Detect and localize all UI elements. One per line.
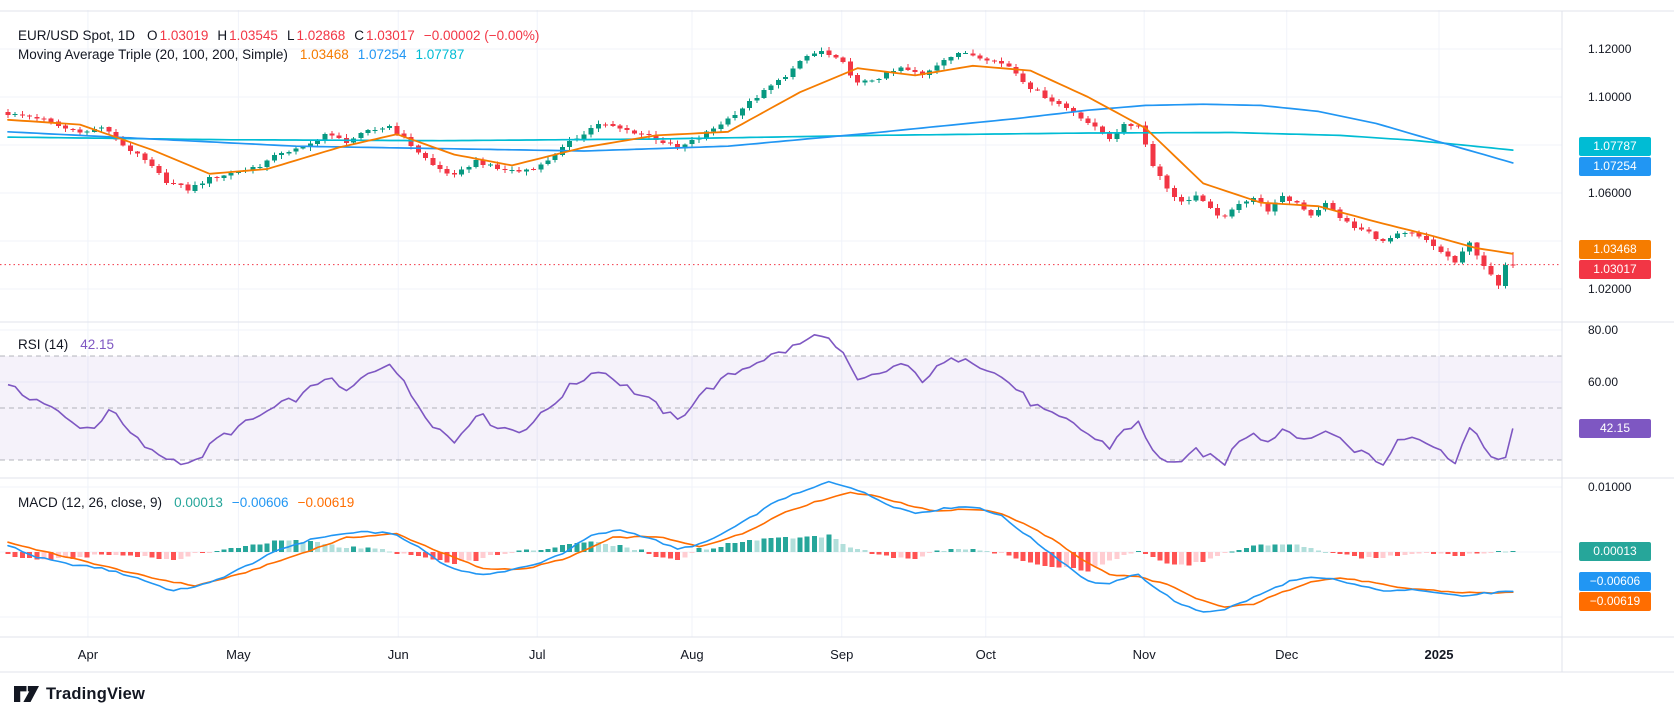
tradingview-icon: [14, 685, 39, 703]
macd-title: MACD (12, 26, close, 9): [18, 495, 163, 510]
month-label: Jul: [528, 647, 546, 662]
month-label: Dec: [1275, 647, 1299, 662]
macd-hist-value: 0.00013: [174, 495, 223, 510]
rsi-legend[interactable]: RSI (14) 42.15: [18, 337, 123, 352]
axis-tick-label: 1.10000: [1588, 90, 1632, 104]
symbol-title: EUR/USD Spot, 1D: [18, 28, 136, 43]
macd-histogram: [5, 534, 1516, 572]
month-label: Aug: [680, 647, 704, 662]
low-label: L: [286, 28, 295, 43]
macd-legend[interactable]: MACD (12, 26, close, 9) 0.00013 −0.00606 −0…: [18, 495, 363, 510]
ma20-value: 1.03468: [299, 47, 349, 62]
price-panel: [5, 47, 1516, 289]
tradingview-logo[interactable]: TradingView: [14, 684, 145, 704]
rsi-title: RSI (14): [18, 337, 69, 352]
close-value: 1.03017: [366, 28, 415, 43]
ma100-value: 1.07254: [357, 47, 407, 62]
macd-signal-value: −0.00619: [297, 495, 355, 510]
month-label: Nov: [1132, 647, 1156, 662]
ma200-badge: 1.07787: [1579, 137, 1651, 156]
axis-tick-label: 1.06000: [1588, 186, 1632, 200]
rsi-badge: 42.15: [1579, 418, 1651, 438]
macd-line-badge: −0.00606: [1579, 572, 1651, 592]
ma20-badge: 1.03468: [1579, 239, 1651, 259]
month-label: Sep: [830, 647, 854, 662]
macd-line-value: −0.00606: [231, 495, 289, 510]
month-label: May: [226, 647, 251, 662]
change-value: −0.00002 (−0.00%): [423, 28, 540, 43]
tradingview-wordmark: TradingView: [46, 684, 146, 703]
macd-signal-badge: −0.00619: [1579, 592, 1651, 612]
close-label: C: [354, 28, 365, 43]
axis-tick-label: 0.01000: [1588, 480, 1632, 494]
high-label: H: [217, 28, 228, 43]
axis-tick-label: 60.00: [1588, 375, 1619, 389]
ma-legend[interactable]: Moving Average Triple (20, 100, 200, Sim…: [18, 47, 473, 62]
macd-hist-badge: 0.00013: [1579, 541, 1651, 561]
open-value: 1.03019: [159, 28, 209, 43]
last-price-badge: 1.03017: [1579, 259, 1651, 279]
rsi-value: 42.15: [80, 337, 115, 352]
open-label: O: [147, 28, 158, 43]
ma100-badge: 1.07254: [1579, 157, 1651, 176]
ma-title: Moving Average Triple (20, 100, 200, Sim…: [18, 47, 288, 62]
axis-tick-label: 1.12000: [1588, 42, 1632, 56]
month-label: Jun: [387, 647, 409, 662]
high-value: 1.03545: [229, 28, 278, 43]
symbol-legend[interactable]: EUR/USD Spot, 1D O 1.03019 H 1.03545 L 1.02868…: [18, 28, 539, 43]
axis-tick-label: 1.02000: [1588, 282, 1632, 296]
month-label: Apr: [77, 647, 99, 662]
ma200-value: 1.07787: [415, 47, 465, 62]
month-label: Oct: [975, 647, 996, 662]
low-value: 1.02868: [296, 28, 346, 43]
axis-tick-label: 80.00: [1588, 323, 1619, 337]
year-label: 2025: [1424, 647, 1454, 662]
